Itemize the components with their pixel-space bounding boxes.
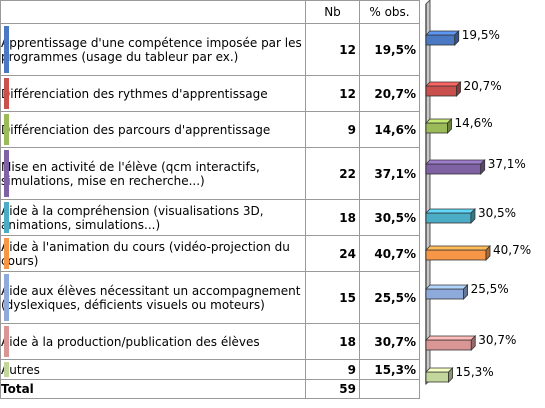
row-percent: 19,5% (359, 23, 420, 76)
bar-value-label: 30,7% (478, 333, 516, 347)
table-row: Mise en activité de l'élève (qcm interac… (0, 147, 420, 200)
row-percent: 40,7% (359, 235, 420, 272)
row-count: 9 (305, 111, 360, 148)
row-label-text: Autres (1, 362, 40, 377)
header-label (0, 0, 306, 24)
row-color-marker (4, 362, 9, 377)
row-color-marker (4, 150, 9, 197)
bar-side (448, 367, 453, 383)
bar (425, 212, 472, 224)
row-percent: 30,7% (359, 323, 420, 360)
total-count: 59 (305, 379, 360, 399)
row-label: Aide aux élèves nécessitant un accompagn… (0, 271, 306, 324)
bar-side (470, 208, 476, 224)
table-row: Apprentissage d'une compétence imposée p… (0, 23, 420, 76)
bar-top (425, 367, 454, 373)
row-percent: 15,3% (359, 359, 420, 380)
row-label: Aide à la compréhension (visualisations … (0, 199, 306, 236)
bar-top (425, 30, 460, 36)
bar-side (454, 30, 460, 46)
row-count: 15 (305, 271, 360, 324)
row-label-text: Différenciation des rythmes d'apprentiss… (1, 86, 268, 101)
bar-side (480, 159, 486, 175)
bar (425, 122, 448, 134)
bar-side (463, 284, 468, 300)
bar (425, 371, 449, 383)
row-color-marker (4, 274, 9, 321)
row-color-marker (4, 78, 9, 109)
bar-top (425, 159, 486, 165)
row-count: 12 (305, 23, 360, 76)
row-label-text: Aide à l'animation du cours (vidéo-proje… (1, 239, 290, 268)
row-count: 9 (305, 359, 360, 380)
bar-value-label: 40,7% (493, 243, 531, 257)
row-color-marker (4, 26, 9, 73)
row-percent: 25,5% (359, 271, 420, 324)
row-percent: 37,1% (359, 147, 420, 200)
table-row: Aide aux élèves nécessitant un accompagn… (0, 271, 420, 324)
bar-top (425, 335, 477, 341)
row-label-text: Mise en activité de l'élève (qcm interac… (1, 159, 260, 188)
table-row: Aide à la compréhension (visualisations … (0, 199, 420, 236)
row-label-text: Apprentissage d'une compétence imposée p… (1, 35, 302, 64)
bar-top (425, 208, 476, 214)
bar (425, 339, 472, 351)
row-percent: 20,7% (359, 75, 420, 112)
row-label: Mise en activité de l'élève (qcm interac… (0, 147, 306, 200)
bar (425, 163, 482, 175)
row-label-text: Aide à la production/publication des élè… (1, 334, 260, 349)
bar (425, 34, 456, 46)
bar-side (447, 118, 452, 134)
row-label: Aide à la production/publication des élè… (0, 323, 306, 360)
total-row: Total 59 (0, 379, 420, 399)
row-color-marker (4, 114, 9, 145)
header-percent: % obs. (359, 0, 420, 24)
total-label: Total (0, 379, 306, 399)
row-color-marker (4, 202, 9, 233)
bar-value-label: 30,5% (478, 206, 516, 220)
bar-value-label: 25,5% (471, 282, 509, 296)
bar-value-label: 15,3% (456, 365, 494, 379)
row-label: Différenciation des rythmes d'apprentiss… (0, 75, 306, 112)
bar-value-label: 37,1% (488, 157, 526, 171)
bar-value-label: 20,7% (464, 79, 502, 93)
row-count: 12 (305, 75, 360, 112)
bar-chart: 19,5% 20,7% 14,6% 37,1% 30,5% 40,7% 25,5% 30,7%… (425, 0, 531, 386)
row-label-text: Aide à la compréhension (visualisations … (1, 203, 264, 232)
row-percent: 30,5% (359, 199, 420, 236)
results-table: Nb % obs. Apprentissage d'une compétence… (0, 0, 420, 399)
row-color-marker (4, 326, 9, 357)
bar-side (456, 81, 461, 97)
row-count: 24 (305, 235, 360, 272)
table-header-row: Nb % obs. (0, 0, 420, 24)
bar-top (425, 81, 462, 87)
row-label: Aide à l'animation du cours (vidéo-proje… (0, 235, 306, 272)
row-label: Différenciation des parcours d'apprentis… (0, 111, 306, 148)
row-label-text: Différenciation des parcours d'apprentis… (1, 122, 271, 137)
bar-top (425, 284, 469, 290)
table-row: Différenciation des parcours d'apprentis… (0, 111, 420, 148)
table-row: Aide à l'animation du cours (vidéo-proje… (0, 235, 420, 272)
bar-side (485, 245, 491, 261)
header-count: Nb (305, 0, 360, 24)
row-count: 22 (305, 147, 360, 200)
table-row: Autres 9 15,3% (0, 359, 420, 380)
bar (425, 288, 464, 300)
bar (425, 85, 457, 97)
row-percent: 14,6% (359, 111, 420, 148)
row-count: 18 (305, 323, 360, 360)
bar-side (470, 335, 476, 351)
row-label: Autres (0, 359, 306, 380)
row-count: 18 (305, 199, 360, 236)
bar (425, 249, 487, 261)
row-label: Apprentissage d'une compétence imposée p… (0, 23, 306, 76)
row-label-text: Aide aux élèves nécessitant un accompagn… (1, 283, 301, 312)
table-row: Différenciation des rythmes d'apprentiss… (0, 75, 420, 112)
bar-value-label: 14,6% (455, 116, 493, 130)
bar-top (425, 245, 491, 251)
row-color-marker (4, 238, 9, 269)
table-row: Aide à la production/publication des élè… (0, 323, 420, 360)
total-percent-empty (359, 379, 420, 399)
bar-value-label: 19,5% (462, 28, 500, 42)
